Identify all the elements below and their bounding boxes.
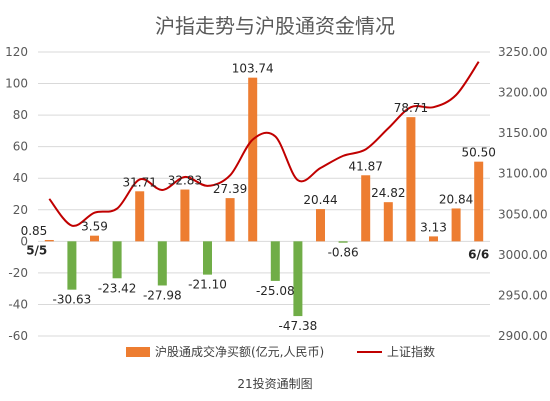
data-label: 3.13 xyxy=(420,220,447,234)
bar xyxy=(293,241,303,317)
data-label: 0.85 xyxy=(21,224,48,238)
right-axis-ticks: 2900.00 2950.00 3000.00 3050.00 3100.00 3150.… xyxy=(498,45,548,343)
left-tick-label: 80 xyxy=(13,108,28,122)
legend-line-label: 上证指数 xyxy=(387,344,435,359)
data-label: -25.08 xyxy=(256,284,295,298)
last-date-label: 6/6 xyxy=(468,247,489,261)
data-label: -23.42 xyxy=(98,281,137,295)
data-label: 20.44 xyxy=(303,193,337,207)
right-tick-label: 2900.00 xyxy=(498,329,548,343)
first-date-label: 5/5 xyxy=(26,243,47,257)
bar xyxy=(67,241,77,290)
left-tick-label: 120 xyxy=(5,45,28,59)
left-tick-label: 0 xyxy=(20,234,28,248)
left-tick-label: -40 xyxy=(8,297,28,311)
data-label: -21.10 xyxy=(188,278,227,292)
bar xyxy=(361,175,371,242)
left-tick-label: 20 xyxy=(13,203,28,217)
data-label: 50.50 xyxy=(462,146,496,160)
right-tick-label: 2950.00 xyxy=(498,288,548,302)
left-tick-label: -60 xyxy=(8,329,28,343)
data-label: -47.38 xyxy=(279,319,318,333)
right-tick-label: 3150.00 xyxy=(498,126,548,140)
right-tick-label: 3000.00 xyxy=(498,248,548,262)
bar xyxy=(406,117,416,242)
left-tick-label: -20 xyxy=(8,266,28,280)
bar xyxy=(90,235,99,242)
bar xyxy=(248,77,258,242)
bar xyxy=(474,161,484,242)
legend-bar-swatch xyxy=(126,347,150,357)
data-label: 32.83 xyxy=(168,174,202,188)
bar-series xyxy=(44,77,484,317)
bar xyxy=(203,241,212,275)
data-label: -27.98 xyxy=(143,288,182,302)
data-label: 103.74 xyxy=(232,62,274,76)
chart-footer: 21投资通制图 xyxy=(237,376,312,391)
bar xyxy=(112,241,122,279)
data-label: 3.59 xyxy=(81,220,108,234)
data-label: -30.63 xyxy=(53,293,92,307)
left-tick-label: 60 xyxy=(13,140,28,154)
data-label: 27.39 xyxy=(213,182,247,196)
bar xyxy=(180,189,190,242)
bar xyxy=(451,208,461,242)
bar xyxy=(316,209,325,242)
line-series xyxy=(48,61,480,227)
left-axis-ticks: -60 -40 -20 0 20 40 60 80 100 120 xyxy=(5,45,28,343)
bar xyxy=(338,241,348,243)
left-tick-label: 100 xyxy=(5,77,28,91)
bar xyxy=(429,236,438,242)
legend-bar-label: 沪股通成交净买额(亿元,人民币) xyxy=(155,344,324,359)
left-tick-label: 40 xyxy=(13,171,28,185)
right-tick-label: 3100.00 xyxy=(498,167,548,181)
data-labels: 0.85 -30.63 3.59 -23.42 31.71 -27.98 32.83 -21.… xyxy=(21,62,496,333)
bar xyxy=(270,241,280,281)
bar xyxy=(44,239,54,242)
bar xyxy=(225,198,235,242)
index-line xyxy=(48,61,480,227)
bar xyxy=(135,191,145,242)
chart-title: 沪指走势与沪股通资金情况 xyxy=(155,14,395,38)
right-tick-label: 3250.00 xyxy=(498,45,548,59)
right-tick-label: 3200.00 xyxy=(498,86,548,100)
data-label: 78.71 xyxy=(394,101,428,115)
bar xyxy=(157,241,167,286)
data-label: 41.87 xyxy=(349,159,383,173)
legend: 沪股通成交净买额(亿元,人民币) 上证指数 xyxy=(126,344,435,359)
data-label: -0.86 xyxy=(328,246,359,260)
data-label: 31.71 xyxy=(123,175,157,189)
data-label: 20.84 xyxy=(439,192,473,206)
data-label: 24.82 xyxy=(371,186,405,200)
right-tick-label: 3050.00 xyxy=(498,207,548,221)
bar xyxy=(383,202,393,242)
